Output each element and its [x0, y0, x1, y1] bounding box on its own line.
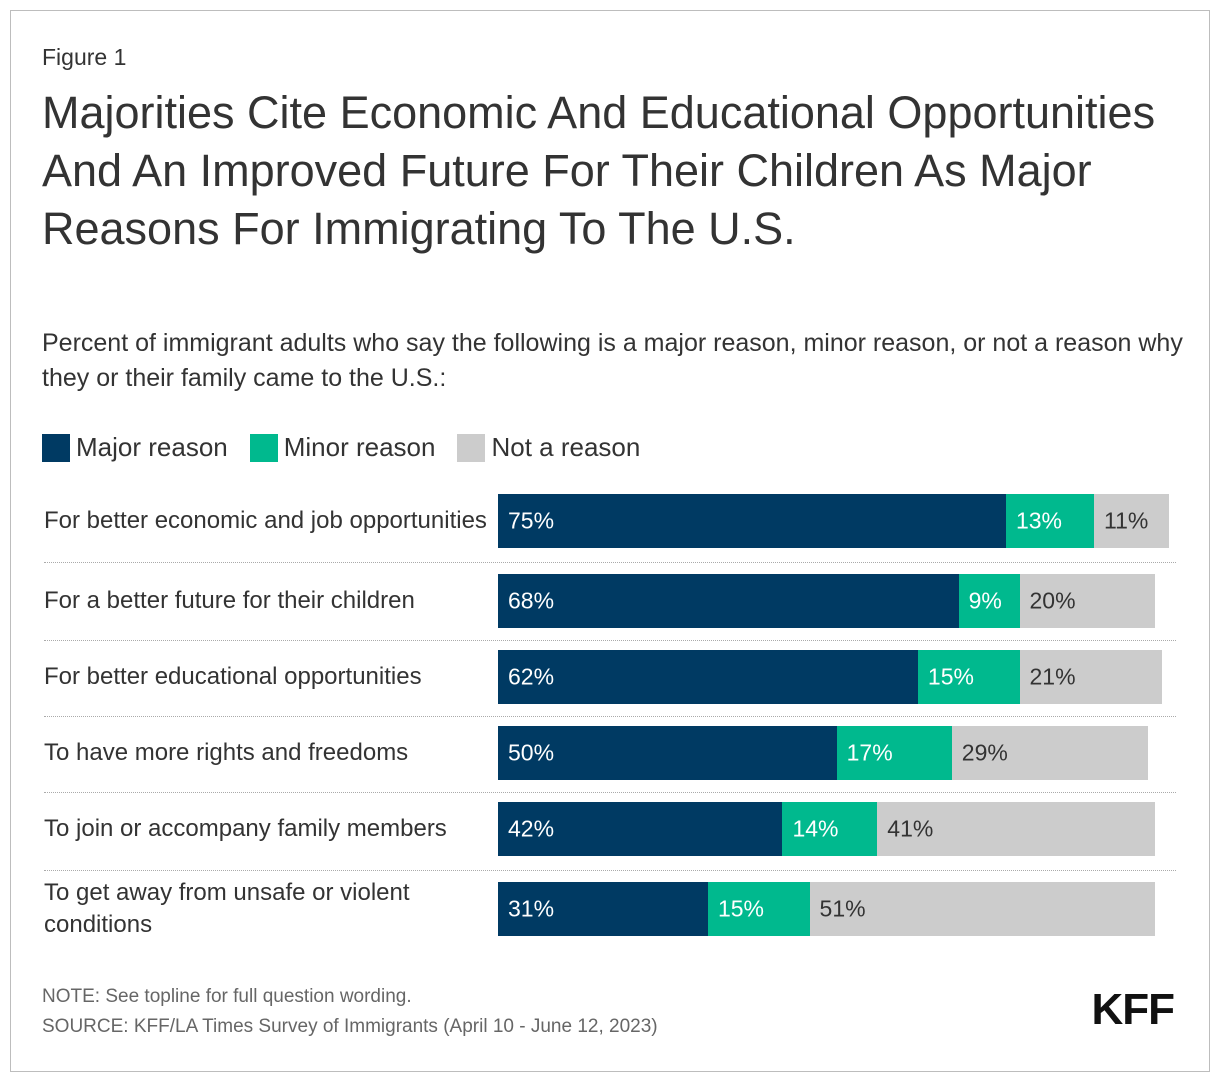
legend-item: Minor reason [249, 432, 436, 463]
value-label: 15% [927, 663, 974, 690]
row-separator [44, 716, 1176, 717]
figure-label: Figure 1 [42, 44, 127, 70]
bar-segment [498, 574, 959, 628]
row-separator [44, 792, 1176, 793]
category-label: To get away from unsafe or violent condi… [44, 879, 410, 938]
value-label: 41% [887, 815, 934, 842]
bar-segment [877, 802, 1155, 856]
legend-label: Minor reason [283, 432, 436, 462]
bar-segment [917, 650, 1020, 704]
bar-segment [498, 650, 918, 704]
legend-swatch [42, 433, 70, 462]
bar-segment [1094, 494, 1169, 548]
bar-segment [1019, 650, 1162, 704]
legend-label: Not a reason [491, 432, 641, 462]
legend: Major reason Minor reason Not a reason [42, 432, 662, 463]
bar-segment [498, 802, 783, 856]
chart-title: Majorities Cite Economic And Educational… [42, 87, 1156, 254]
value-label: 13% [1015, 507, 1063, 534]
bar-segment [498, 494, 1006, 548]
legend-item: Not a reason [457, 432, 640, 463]
value-label: 14% [792, 815, 839, 842]
value-label: 9% [968, 587, 1002, 614]
category-label: For a better future for their children [44, 587, 415, 614]
bar-segment [836, 726, 952, 780]
legend-swatch [457, 433, 486, 462]
value-label: 31% [508, 895, 555, 922]
value-label: 75% [508, 507, 555, 534]
value-label: 17% [846, 739, 893, 766]
category-label: To have more rights and freedoms [44, 739, 409, 766]
note: NOTE: See topline for full question word… [42, 986, 412, 1007]
value-label: 15% [717, 895, 764, 922]
legend-item: Major reason [42, 432, 228, 463]
value-label: 51% [819, 895, 866, 922]
category-label: For better educational opportunities [44, 663, 422, 690]
logo: KFF [1091, 985, 1175, 1034]
value-label: 29% [961, 739, 1008, 766]
bar-segment [707, 882, 810, 936]
bar-segment [782, 802, 878, 856]
value-label: 21% [1029, 663, 1076, 690]
bar-segment [958, 574, 1020, 628]
bar-segment [809, 882, 1155, 936]
bar-segment [498, 882, 708, 936]
bar-segment [1005, 494, 1095, 548]
legend-swatch [249, 433, 278, 462]
value-label: 62% [508, 663, 555, 690]
row-separator [44, 562, 1176, 563]
category-label: To join or accompany family members [44, 815, 447, 842]
legend-label: Major reason [76, 432, 228, 462]
category-label: For better economic and job opportunitie… [44, 507, 487, 534]
value-label: 11% [1104, 507, 1149, 534]
card [10, 10, 1210, 1072]
value-label: 50% [508, 739, 555, 766]
bar-segment [1019, 574, 1155, 628]
row-separator [44, 870, 1176, 871]
bar-segment [498, 726, 837, 780]
chart-subtitle: Percent of immigrant adults who say the … [42, 329, 1183, 392]
bar-segment [951, 726, 1149, 780]
value-label: 68% [508, 587, 555, 614]
value-label: 42% [508, 815, 555, 842]
value-label: 20% [1029, 587, 1076, 614]
source: SOURCE: KFF/LA Times Survey of Immigrant… [42, 1016, 658, 1037]
row-separator [44, 640, 1176, 641]
